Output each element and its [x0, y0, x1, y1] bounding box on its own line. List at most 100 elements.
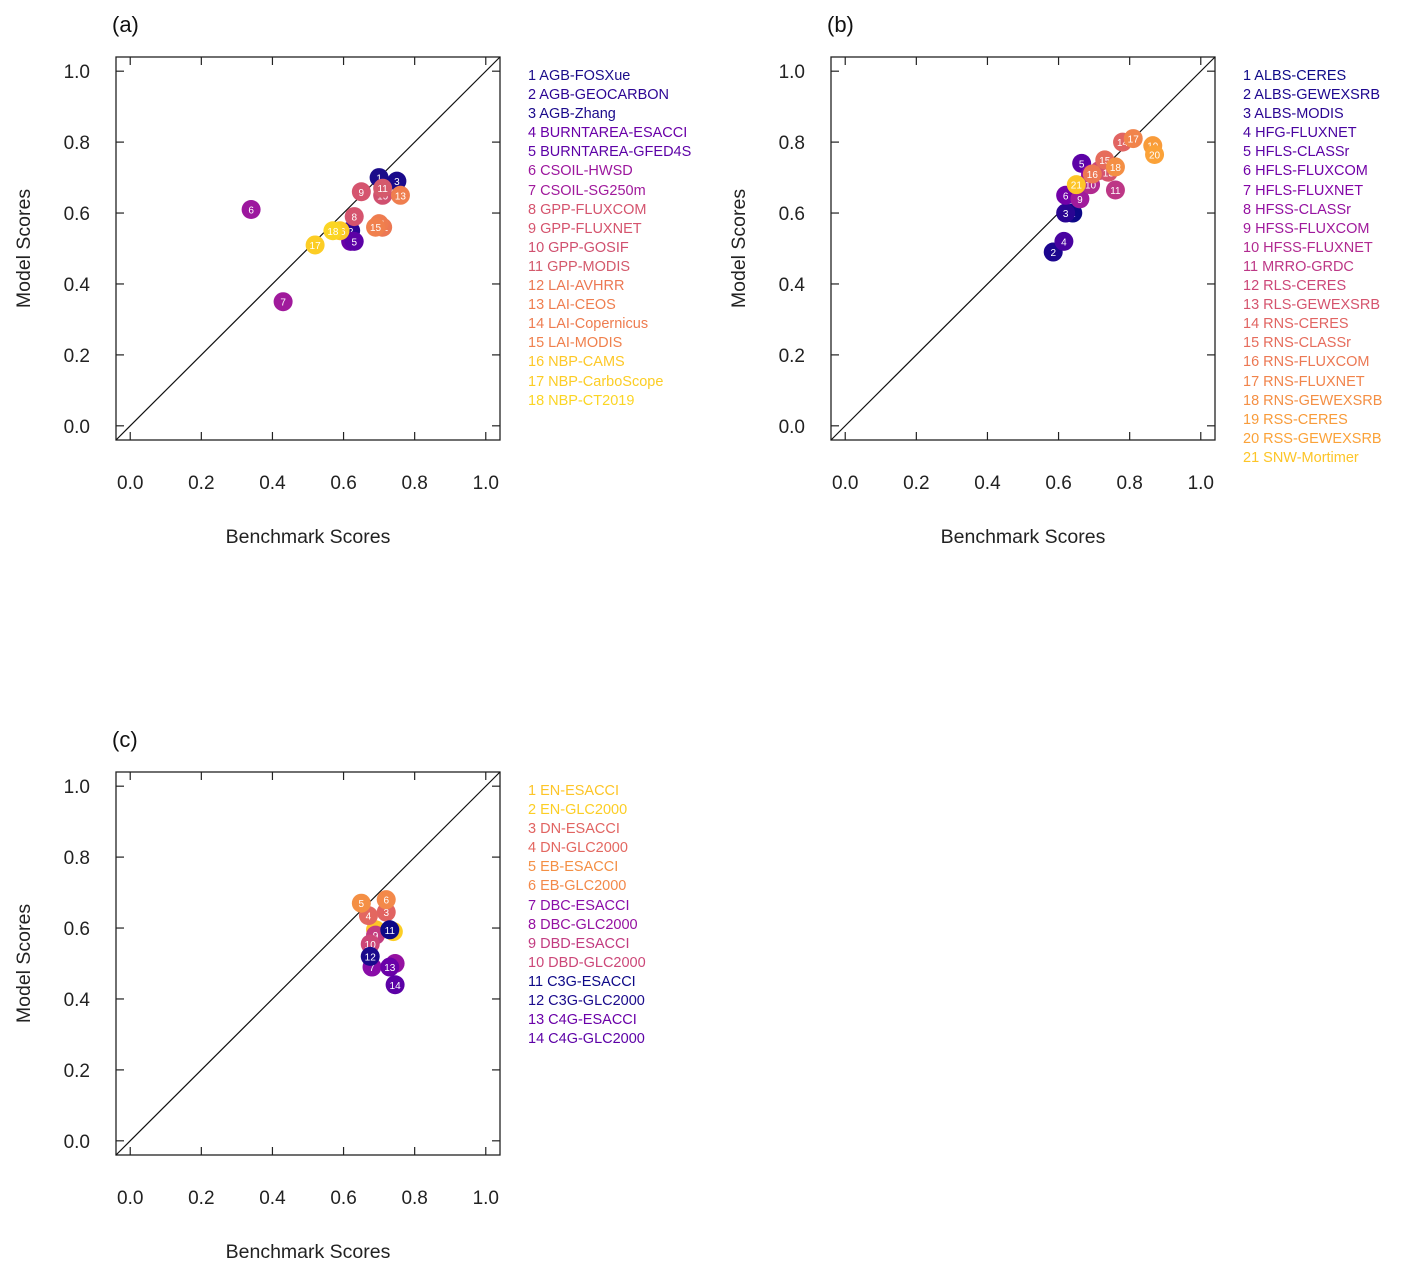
- legend-entry: 11 GPP-MODIS: [528, 258, 631, 275]
- legend-entry: 16 NBP-CAMS: [528, 354, 625, 371]
- data-point: 18: [323, 221, 343, 241]
- data-point-label: 5: [351, 237, 357, 248]
- data-point: 4: [1054, 231, 1074, 251]
- legend-entry: 4 BURNTAREA-ESACCI: [528, 125, 688, 142]
- data-point-marker: [1066, 175, 1086, 195]
- legend-entry: 3 AGB-Zhang: [528, 106, 616, 123]
- data-point-label: 17: [1128, 135, 1140, 146]
- data-point: 13: [390, 185, 410, 205]
- y-tick-label: 0.2: [779, 346, 805, 367]
- data-point-label: 3: [394, 177, 400, 188]
- data-point-marker: [380, 957, 400, 977]
- y-tick-label: 0.6: [779, 204, 805, 225]
- data-point-label: 11: [1110, 186, 1121, 197]
- legend-entry: 11 C3G-ESACCI: [528, 973, 636, 990]
- data-point-marker: [380, 920, 400, 940]
- x-tick-label: 0.6: [1045, 473, 1071, 494]
- panel-label: (b): [827, 12, 854, 37]
- data-point-marker: [360, 946, 380, 966]
- data-point-label: 15: [1099, 156, 1111, 167]
- data-point-marker: [1105, 157, 1125, 177]
- panel-label: (c): [112, 727, 138, 752]
- legend-entry: 9 GPP-FLUXNET: [528, 220, 642, 237]
- legend-entry: 21 SNW-Mortimer: [1243, 449, 1359, 466]
- legend-entry: 13 LAI-CEOS: [528, 297, 616, 314]
- one-to-one-line: [115, 771, 501, 1156]
- x-tick-label: 0.0: [117, 1188, 143, 1209]
- data-point: 11: [373, 178, 393, 198]
- legend-entry: 9 DBD-ESACCI: [528, 935, 630, 952]
- data-point-marker: [376, 890, 396, 910]
- y-axis-label: Model Scores: [13, 904, 35, 1023]
- y-tick-label: 0.4: [64, 990, 91, 1011]
- legend-entry: 9 HFSS-FLUXCOM: [1243, 220, 1370, 237]
- x-axis-label: Benchmark Scores: [226, 1241, 391, 1263]
- data-point: 18: [1105, 157, 1125, 177]
- data-point-label: 11: [377, 184, 388, 195]
- legend-entry: 17 NBP-CarboScope: [528, 373, 664, 390]
- legend-b: 1 ALBS-CERES 2 ALBS-GEWEXSRB 3 ALBS-MODIS 4…: [1243, 67, 1382, 468]
- data-point-label: 21: [1071, 181, 1083, 192]
- x-tick-label: 0.6: [330, 1188, 356, 1209]
- data-point-marker: [323, 221, 343, 241]
- scatter-plot-a: (a) 0.0 0.2 0.4 0.6 0.8 1.0 0.0 0.2 0.4 0.6 0.8 1.0 B…: [13, 12, 501, 548]
- data-point-label: 1: [376, 174, 382, 185]
- legend-entry: 12 LAI-AVHRR: [528, 278, 625, 295]
- y-tick-label: 0.4: [779, 275, 806, 296]
- legend-entry: 6 CSOIL-HWSD: [528, 163, 633, 180]
- legend-entry: 5 BURNTAREA-GFED4S: [528, 144, 692, 161]
- data-point: 20: [1145, 145, 1165, 165]
- legend-a: 1 AGB-FOSXue 2 AGB-GEOCARBON 3 AGB-Zhang 4 …: [528, 67, 691, 411]
- data-point: 21: [1066, 175, 1086, 195]
- x-tick-label: 1.0: [1188, 473, 1214, 494]
- legend-entry: 14 LAI-Copernicus: [528, 316, 649, 333]
- data-point-marker: [305, 235, 325, 255]
- scatter-plot-b: (b) 0.0 0.2 0.4 0.6 0.8 1.0 0.0 0.2 0.4 0.6 0.8 1.0 B…: [728, 12, 1216, 548]
- legend-entry: 10 DBD-GLC2000: [528, 954, 646, 971]
- legend-entry: 8 HFSS-CLASSr: [1243, 201, 1351, 218]
- x-tick-label: 0.6: [330, 473, 356, 494]
- legend-entry: 7 DBC-ESACCI: [528, 897, 630, 914]
- legend-entry: 20 RSS-GEWEXSRB: [1243, 430, 1382, 447]
- data-point-marker: [1145, 145, 1165, 165]
- legend-entry: 10 HFSS-FLUXNET: [1243, 239, 1373, 256]
- x-tick-label: 0.0: [832, 473, 858, 494]
- x-axis-label: Benchmark Scores: [941, 526, 1106, 548]
- data-point: 8: [344, 207, 364, 227]
- data-point: 6: [241, 199, 261, 219]
- y-tick-label: 0.0: [779, 417, 805, 438]
- y-tick-label: 0.2: [64, 1061, 90, 1082]
- data-point-label: 7: [280, 298, 286, 309]
- data-point-label: 5: [359, 899, 365, 910]
- legend-entry: 1 AGB-FOSXue: [528, 68, 631, 84]
- data-point-label: 8: [351, 213, 357, 224]
- x-tick-label: 0.0: [117, 473, 143, 494]
- legend-entry: 15 LAI-MODIS: [528, 335, 623, 352]
- legend-entry: 18 RNS-GEWEXSRB: [1243, 392, 1383, 409]
- data-point: 9: [1070, 189, 1090, 209]
- data-point: 17: [305, 235, 325, 255]
- legend-entry: 14 RNS-CERES: [1243, 316, 1349, 333]
- data-point: 13: [380, 957, 400, 977]
- data-point-label: 2: [1050, 248, 1056, 259]
- data-point-label: 6: [248, 205, 254, 216]
- data-point-marker: [387, 171, 407, 191]
- x-tick-label: 1.0: [473, 1188, 499, 1209]
- legend-entry: 6 HFLS-FLUXCOM: [1243, 163, 1368, 180]
- x-tick-label: 0.2: [903, 473, 929, 494]
- data-point-marker: [344, 207, 364, 227]
- y-tick-label: 0.8: [64, 848, 90, 869]
- y-tick-label: 1.0: [779, 62, 805, 83]
- scatter-plot-c: (c) 0.0 0.2 0.4 0.6 0.8 1.0 0.0 0.2 0.4 0.6 0.8 1.0 B…: [13, 727, 501, 1263]
- x-tick-label: 0.2: [188, 1188, 214, 1209]
- data-point-label: 18: [327, 227, 339, 238]
- legend-entry: 8 DBC-GLC2000: [528, 916, 638, 933]
- legend-c: 1 EN-ESACCI 2 EN-GLC2000 3 DN-ESACCI 4 DN-G…: [528, 782, 646, 1049]
- data-point-marker: [1070, 189, 1090, 209]
- x-tick-label: 0.8: [1116, 473, 1142, 494]
- x-tick-label: 1.0: [473, 473, 499, 494]
- y-tick-label: 0.0: [64, 1132, 90, 1153]
- x-tick-label: 0.8: [401, 1188, 427, 1209]
- data-point-label: 6: [1063, 191, 1069, 202]
- data-point-marker: [385, 975, 405, 995]
